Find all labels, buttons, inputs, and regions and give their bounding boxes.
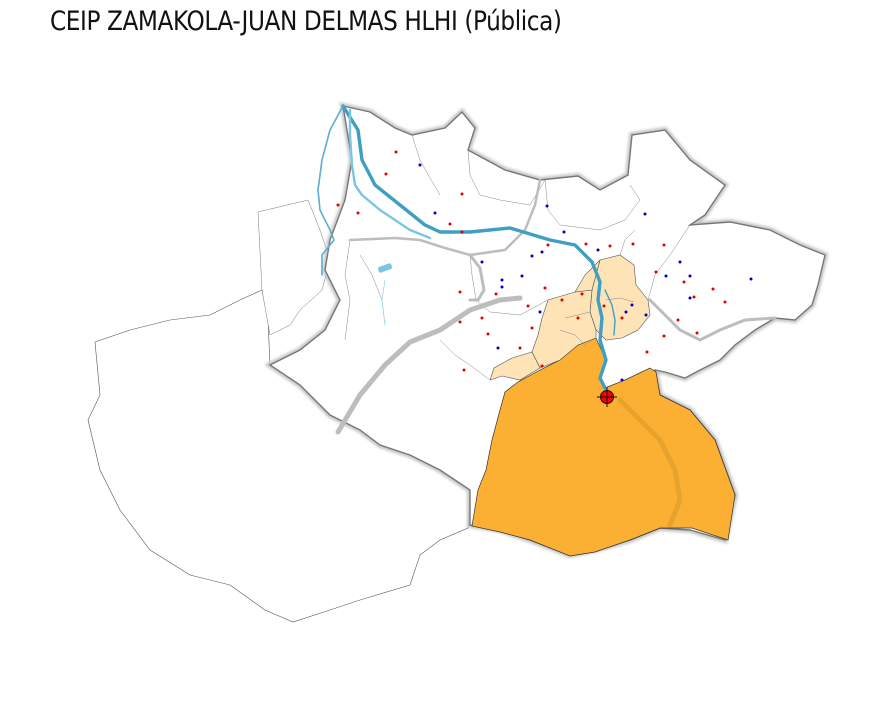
district-boundaries bbox=[344, 134, 691, 381]
map-title: CEIP ZAMAKOLA-JUAN DELMAS HLHI (Pública) bbox=[50, 6, 562, 37]
public-schools bbox=[336, 150, 727, 372]
selected-school-marker[interactable] bbox=[597, 387, 617, 407]
main-roads bbox=[335, 178, 777, 528]
river bbox=[317, 104, 616, 390]
selected-district bbox=[471, 337, 736, 557]
neighbour-district-3 bbox=[489, 351, 541, 381]
private-schools bbox=[418, 163, 753, 382]
northwest-district bbox=[257, 199, 331, 336]
